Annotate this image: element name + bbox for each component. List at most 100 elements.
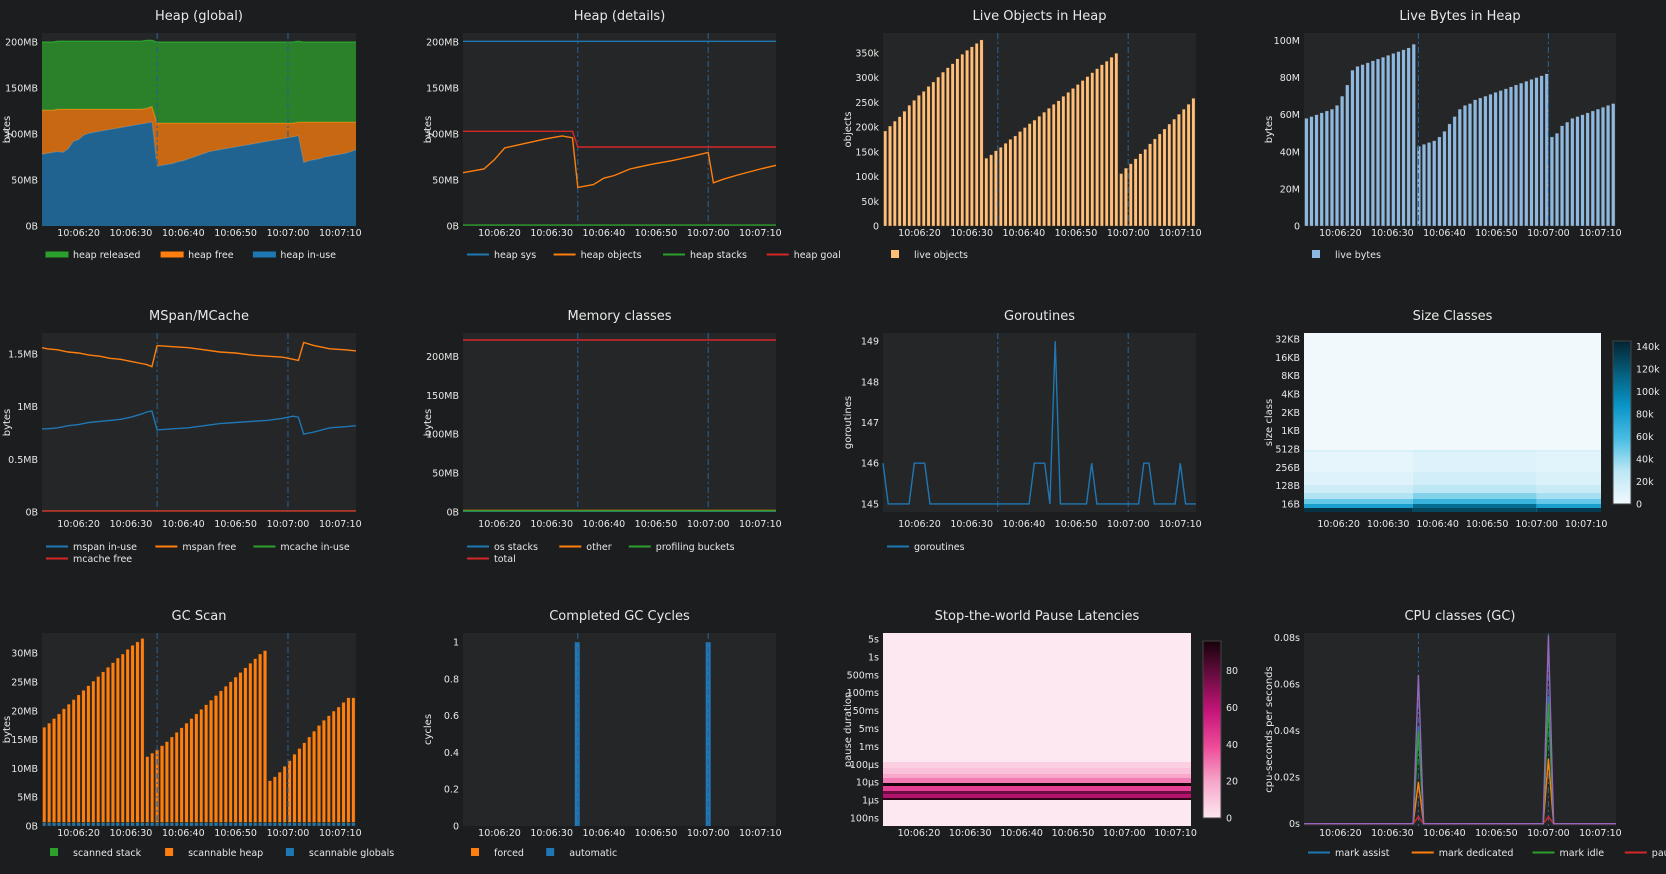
bar	[1350, 69, 1355, 227]
y-tick-label: 50k	[861, 197, 879, 208]
bar	[1437, 136, 1442, 227]
y-tick-label: 0.02s	[1274, 773, 1300, 784]
colorbar-tick-label: 0	[1226, 814, 1232, 825]
bar	[277, 822, 282, 827]
x-tick-label: 10:06:30	[530, 519, 573, 530]
x-tick-label: 10:07:00	[267, 828, 310, 839]
x-tick-label: 10:06:50	[635, 228, 678, 239]
series-line	[1304, 635, 1616, 825]
y-tick-label: 5MB	[17, 793, 38, 804]
y-tick-label: 10µs	[856, 778, 879, 789]
bar	[1478, 97, 1483, 227]
heatmap-cell	[1412, 450, 1537, 452]
bar	[1555, 133, 1559, 227]
bar	[263, 822, 267, 827]
bar	[917, 95, 921, 227]
x-tick-label: 10:06:40	[1416, 519, 1459, 530]
bar	[936, 76, 940, 227]
bar	[76, 694, 81, 823]
bar	[219, 690, 223, 823]
legend-label: scannable heap	[188, 848, 263, 859]
x-tick-label: 10:06:40	[583, 828, 626, 839]
bar	[174, 732, 179, 823]
bar	[1355, 66, 1360, 227]
chart-goroutines: Goroutines goroutines 145 146 147 148 149 10:06…	[843, 309, 1202, 553]
legend-label: heap goal	[794, 250, 841, 261]
colorbar-tick-label: 20k	[1636, 477, 1654, 488]
x-tick-label: 10:07:10	[1154, 828, 1197, 839]
heatmap-cell	[1412, 485, 1537, 493]
bar	[170, 822, 174, 827]
bar	[336, 706, 341, 823]
bar	[273, 822, 277, 827]
y-tick-label: 0B	[25, 222, 38, 233]
bar	[135, 822, 140, 827]
colorbar-tick-label: 100k	[1636, 387, 1660, 398]
y-axis-label: cpu-seconds per seconds	[1264, 666, 1275, 793]
chart-memory-classes: Memory classes bytes 0B 50MB 100MB 150MB 200MB…	[423, 309, 782, 565]
y-tick-label: 50MB	[432, 176, 459, 187]
y-tick-label: 146	[861, 459, 879, 470]
colorbar-tick-label: 0	[1636, 500, 1642, 511]
y-tick-label: 0.08s	[1274, 633, 1300, 644]
heatmap-cell	[1304, 472, 1413, 485]
bar	[327, 822, 331, 827]
y-tick-label: 1s	[868, 652, 879, 663]
y-tick-label: 50ms	[853, 706, 879, 717]
x-tick-label: 10:06:40	[583, 228, 626, 239]
bar	[1427, 142, 1432, 227]
bar	[204, 822, 208, 827]
x-tick-label: 10:06:40	[1000, 828, 1043, 839]
heatmap-cell	[883, 762, 1191, 768]
legend-label: goroutines	[914, 542, 965, 553]
bar	[1104, 61, 1109, 227]
bar	[1386, 55, 1391, 227]
bar	[106, 822, 110, 827]
y-tick-label: 150MB	[5, 84, 38, 95]
bar	[1056, 100, 1061, 227]
bar	[302, 822, 307, 827]
bar	[888, 125, 892, 227]
chart-title: Memory classes	[567, 309, 671, 324]
bar	[1406, 47, 1411, 227]
legend-label: profiling buckets	[656, 542, 735, 553]
bar	[1468, 103, 1472, 227]
bar	[71, 822, 76, 827]
x-tick-label: 10:07:10	[1579, 228, 1622, 239]
x-tick-label: 10:07:00	[267, 228, 310, 239]
bar	[1570, 118, 1575, 227]
y-tick-label: 50MB	[11, 176, 38, 187]
heatmap-cell	[1412, 452, 1537, 472]
x-tick-label: 10:06:30	[530, 828, 573, 839]
heatmap-cell	[1412, 508, 1537, 512]
bar	[893, 120, 897, 227]
bar	[307, 736, 311, 823]
bar	[57, 822, 61, 827]
bar	[228, 681, 233, 823]
bar	[106, 667, 110, 823]
heatmap-cell	[1536, 452, 1601, 472]
colorbar-tick-label: 80	[1226, 666, 1238, 677]
series-line	[882, 341, 1196, 505]
bar	[317, 822, 321, 827]
bar	[145, 756, 150, 823]
bar	[253, 822, 258, 827]
bar	[282, 766, 287, 823]
chart-live-objects: Live Objects in Heap objects 0 50k 100k 150k 2…	[843, 9, 1202, 261]
bar	[1324, 110, 1329, 227]
bar	[1148, 143, 1152, 227]
x-tick-label: 10:06:50	[1475, 228, 1518, 239]
y-axis-label: goroutines	[843, 396, 854, 449]
bar	[1340, 95, 1345, 227]
x-tick-label: 10:07:10	[1565, 519, 1608, 530]
legend-label: scanned stack	[73, 848, 142, 859]
bar	[223, 686, 228, 823]
bar	[1080, 80, 1085, 227]
bar	[902, 111, 907, 227]
bar	[921, 91, 926, 227]
bar	[1590, 110, 1595, 227]
bar	[233, 676, 238, 823]
x-tick-label: 10:06:20	[478, 228, 521, 239]
bar	[1309, 116, 1314, 227]
y-tick-label: 0.06s	[1274, 680, 1300, 691]
